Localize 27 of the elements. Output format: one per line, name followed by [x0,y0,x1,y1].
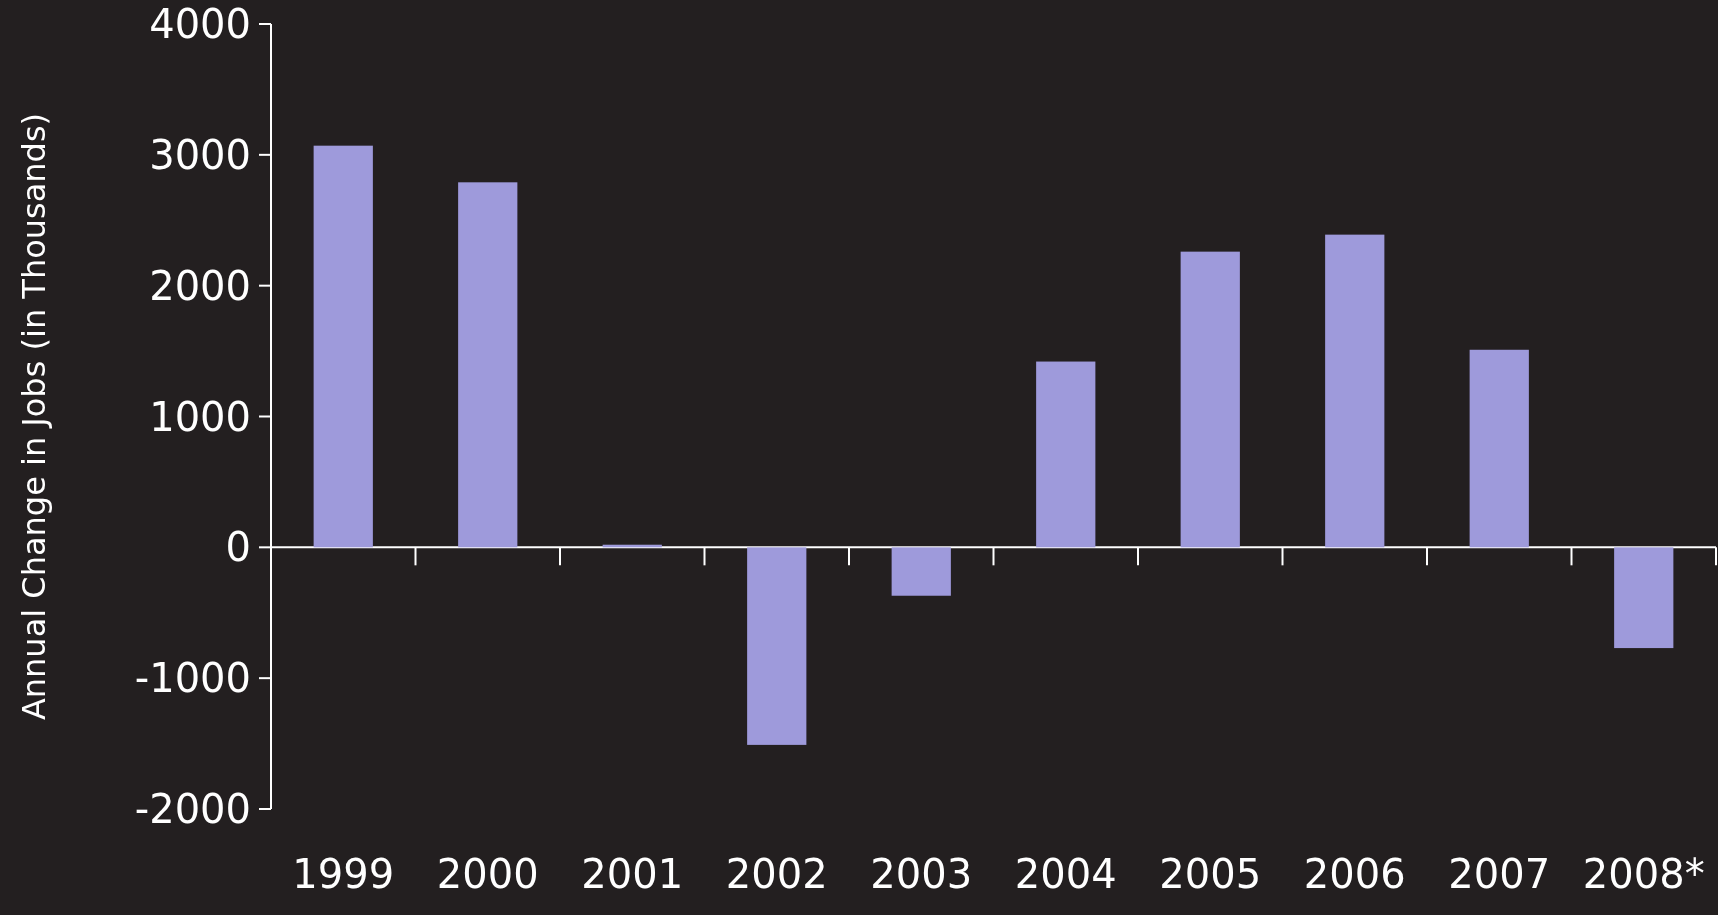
y-axis-title: Annual Change in Jobs (in Thousands) [15,112,53,721]
x-tick-label: 2002 [725,851,828,897]
x-tick-label: 2007 [1448,851,1551,897]
y-tick-label: 4000 [149,1,251,47]
y-tick-label: -1000 [134,655,251,702]
y-tick-label: 1000 [149,393,251,440]
bar [1036,361,1096,548]
x-tick-label: 2001 [581,851,684,897]
bar [1325,234,1385,548]
bar [1614,547,1674,649]
x-tick-label: 1999 [292,851,395,897]
x-tick-label: 2003 [870,851,973,897]
x-tick-label: 2008* [1582,851,1705,897]
bar [747,547,807,745]
bar [891,547,951,596]
y-tick-label: 3000 [149,131,251,178]
y-tick-label: 0 [225,524,251,571]
y-tick-label: -2000 [134,786,251,832]
y-tick-label: 2000 [149,262,251,309]
bar [1469,349,1529,548]
x-tick-label: 2000 [436,851,539,897]
bar [1180,251,1240,548]
x-tick-label: 2004 [1014,851,1117,897]
x-tick-label: 2005 [1159,851,1262,897]
x-tick-label: 2006 [1303,851,1406,897]
bar [458,182,518,548]
bar [313,145,373,548]
